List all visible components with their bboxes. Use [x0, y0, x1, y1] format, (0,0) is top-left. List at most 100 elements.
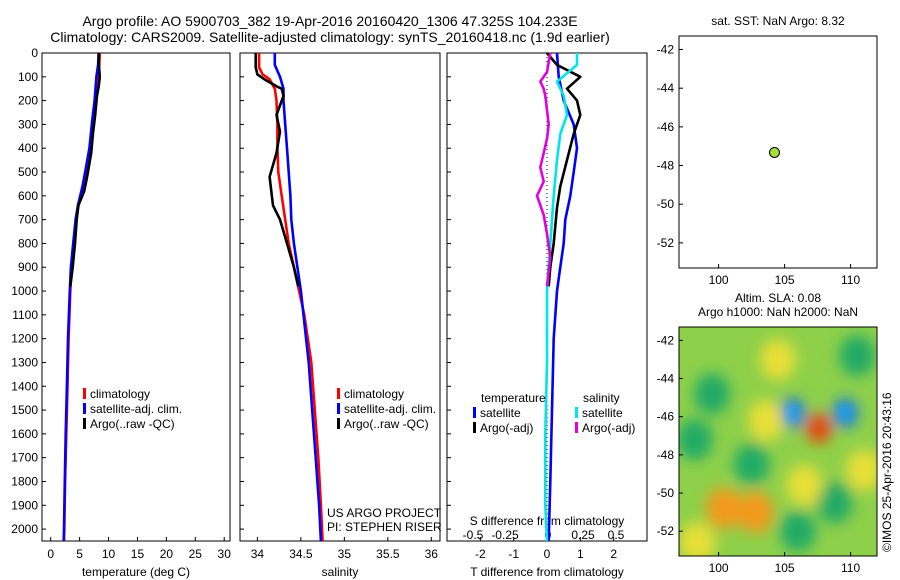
sla-eddy-core — [786, 405, 799, 420]
temperature-x-axis-label: temperature (deg C) — [82, 565, 190, 579]
sla-anomaly-feature — [839, 334, 876, 377]
difference-x-tick-label: 0 — [544, 547, 551, 561]
sla-map-y-tick-label: -48 — [657, 448, 675, 462]
salinity-diff-tick-label: -0.25 — [491, 528, 519, 542]
sla-map-x-tick-label: 110 — [841, 561, 860, 575]
salinity-x-tick-label: 35 — [338, 547, 352, 561]
difference-x-tick-label: -2 — [475, 547, 486, 561]
difference-legend-label: Argo(-adj) — [480, 421, 533, 435]
difference-series-line — [546, 52, 582, 287]
depth-tick-label: 1800 — [11, 474, 38, 488]
sla-map-y-tick-label: -52 — [657, 524, 675, 538]
sla-map-y-tick-label: -46 — [657, 410, 675, 424]
sla-anomaly-feature — [805, 413, 832, 444]
sla-map-title-line2: Argo h1000: NaN h2000: NaN — [698, 305, 858, 319]
difference-x-tick-label: -1 — [508, 547, 519, 561]
salinity-legend-swatch — [337, 403, 340, 414]
salinity-series-line — [257, 53, 324, 542]
salinity-legend-label: Argo(..raw -QC) — [344, 417, 429, 431]
salinity-x-tick-label: 34 — [251, 547, 265, 561]
depth-tick-label: 800 — [18, 236, 38, 250]
depth-tick-label: 600 — [18, 189, 38, 203]
sst-map-y-tick-label: -42 — [657, 43, 675, 57]
argo-location-marker — [768, 146, 780, 158]
salinity-diff-tick-label: 0.5 — [608, 528, 625, 542]
difference-x-tick-label: 2 — [610, 547, 617, 561]
temperature-x-tick-label: 10 — [102, 547, 116, 561]
sst-map-y-tick-label: -52 — [657, 236, 675, 250]
difference-x-tick-label: 1 — [577, 547, 584, 561]
temperature-x-tick-label: 5 — [76, 547, 83, 561]
sla-heatmap-blur-layer — [679, 334, 877, 556]
project-line1: US ARGO PROJECT — [327, 506, 442, 520]
sla-anomaly-feature — [679, 521, 716, 556]
temperature-x-tick-label: 20 — [160, 547, 174, 561]
depth-tick-label: 500 — [18, 165, 38, 179]
temperature-legend-label: Argo(..raw -QC) — [90, 417, 175, 431]
imos-watermark: ©IMOS 25-Apr-2016 20:43:16 — [880, 392, 894, 552]
temperature-legend-swatch — [83, 403, 86, 414]
figure-title-line2: Climatology: CARS2009. Satellite-adjuste… — [50, 29, 610, 45]
depth-tick-label: 1000 — [11, 284, 38, 298]
sst-map-x-tick-label: 105 — [775, 273, 795, 287]
depth-tick-label: 400 — [18, 141, 38, 155]
sst-map-y-tick-label: -44 — [657, 81, 675, 95]
sla-map-x-tick-label: 105 — [775, 561, 795, 575]
sla-anomaly-feature — [705, 487, 742, 529]
sla-anomaly-feature — [760, 338, 796, 381]
sla-anomaly-feature — [733, 443, 770, 486]
sla-map-y-tick-label: -50 — [657, 486, 675, 500]
sst-map-y-tick-label: -46 — [657, 120, 675, 134]
temperature-legend-swatch — [83, 388, 86, 399]
sst-map-title: sat. SST: NaN Argo: 8.32 — [711, 14, 845, 28]
depth-tick-label: 300 — [18, 117, 38, 131]
salinity-legend-swatch — [337, 388, 340, 399]
sla-map-frame — [678, 326, 878, 557]
depth-tick-label: 200 — [18, 94, 38, 108]
difference-legend-swatch — [575, 407, 578, 418]
depth-tick-label: 1200 — [11, 332, 38, 346]
sla-map-y-tick-label: -44 — [657, 372, 675, 386]
salinity-plot-frame — [239, 52, 441, 542]
sla-anomaly-feature — [694, 373, 730, 415]
sla-map-x-tick-label: 100 — [709, 561, 729, 575]
difference-legend-label: satellite — [480, 406, 521, 420]
salinity-x-axis-label: salinity — [322, 565, 359, 579]
depth-tick-label: 1100 — [12, 308, 38, 322]
temperature-legend-label: satellite-adj. clim. — [90, 402, 182, 416]
depth-tick-label: 0 — [31, 46, 38, 60]
sst-map-y-tick-label: -48 — [657, 159, 675, 173]
sla-map-title-line1: Altim. SLA: 0.08 — [735, 291, 821, 305]
difference-legend-swatch — [473, 407, 476, 418]
sla-anomaly-feature — [786, 464, 823, 507]
sla-heatmap-group — [679, 327, 877, 556]
sla-map-y-tick-label: -42 — [657, 333, 675, 347]
depth-tick-label: 900 — [18, 260, 38, 274]
sla-eddy-core — [839, 405, 852, 420]
depth-tick-label: 700 — [18, 213, 38, 227]
temperature-series-line — [69, 53, 102, 287]
depth-tick-label: 1900 — [11, 498, 38, 512]
temperature-plot-frame — [41, 52, 231, 542]
salinity-x-tick-label: 36 — [425, 547, 439, 561]
temperature-legend-swatch — [83, 418, 86, 429]
difference-legend-label: satellite — [582, 406, 623, 420]
sst-map-y-tick-label: -50 — [657, 197, 675, 211]
temperature-x-tick-label: 25 — [189, 547, 203, 561]
legend-group-title-temperature: temperature — [481, 391, 546, 405]
salinity-legend-swatch — [337, 418, 340, 429]
depth-tick-label: 1400 — [11, 379, 38, 393]
difference-legend-swatch — [473, 422, 476, 433]
temperature-x-tick-label: 15 — [131, 547, 145, 561]
sla-anomaly-feature — [816, 481, 853, 524]
salinity-legend-label: climatology — [344, 387, 404, 401]
depth-tick-label: 1500 — [11, 403, 38, 417]
salinity-x-tick-label: 35.5 — [376, 547, 400, 561]
sla-anomaly-feature — [779, 510, 816, 552]
temperature-x-tick-label: 30 — [218, 547, 232, 561]
salinity-diff-tick-label: 0.25 — [571, 528, 595, 542]
depth-tick-label: 1700 — [11, 451, 38, 465]
difference-series-line — [535, 52, 552, 287]
difference-legend-label: Argo(-adj) — [582, 421, 635, 435]
